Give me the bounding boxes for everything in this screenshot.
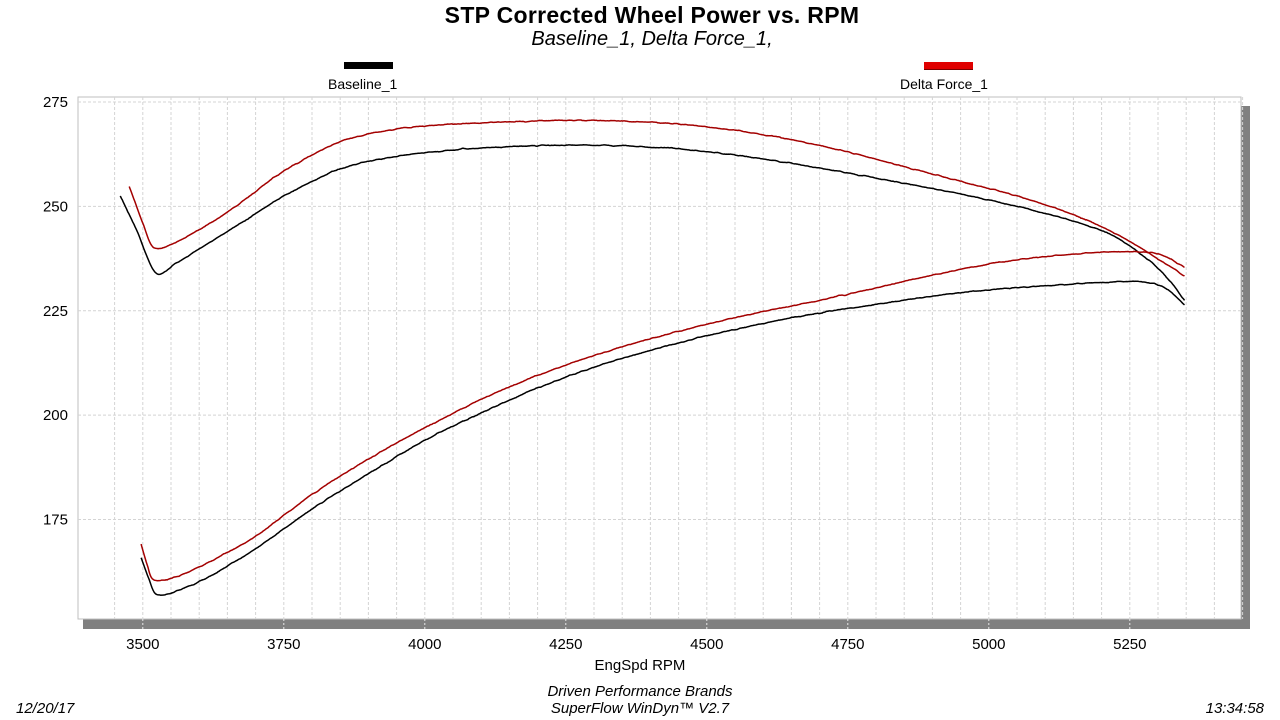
svg-text:4750: 4750 bbox=[831, 636, 864, 653]
svg-text:4000: 4000 bbox=[408, 636, 441, 653]
svg-text:3750: 3750 bbox=[267, 636, 300, 653]
svg-text:275: 275 bbox=[43, 94, 68, 111]
svg-text:4250: 4250 bbox=[549, 636, 582, 653]
svg-text:3500: 3500 bbox=[126, 636, 159, 653]
svg-text:5250: 5250 bbox=[1113, 636, 1146, 653]
svg-text:5000: 5000 bbox=[972, 636, 1005, 653]
svg-text:225: 225 bbox=[43, 303, 68, 320]
svg-text:200: 200 bbox=[43, 407, 68, 424]
svg-text:175: 175 bbox=[43, 512, 68, 529]
svg-text:250: 250 bbox=[43, 198, 68, 215]
svg-text:4500: 4500 bbox=[690, 636, 723, 653]
